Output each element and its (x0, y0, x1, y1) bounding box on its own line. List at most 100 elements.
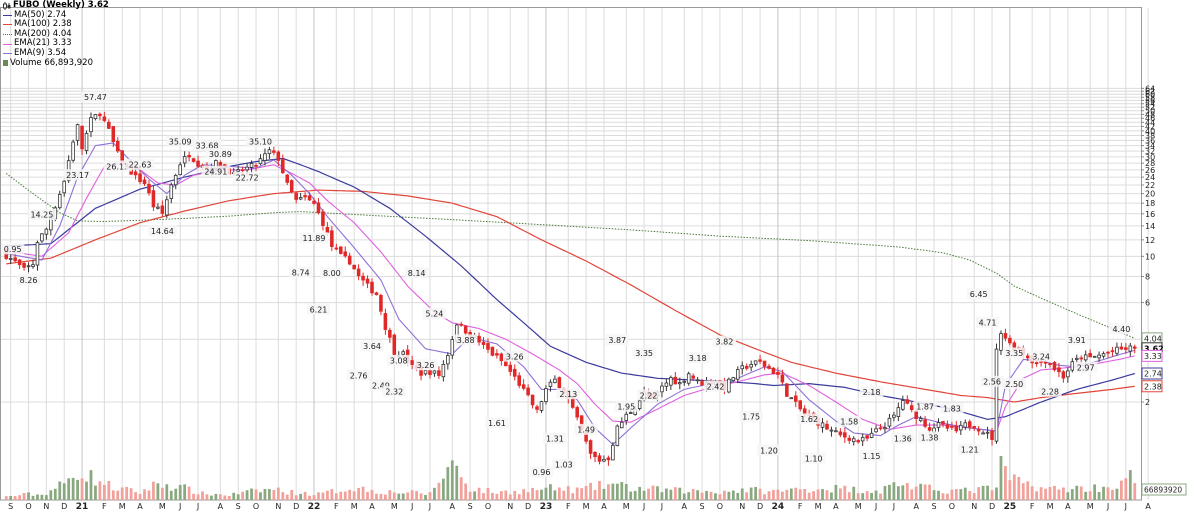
volume-bar-67 (303, 491, 307, 500)
candle-body-183 (820, 422, 825, 428)
volume-bar-59 (268, 489, 271, 500)
annotation-label-41: 1.75 (742, 413, 760, 422)
candle-body-169 (758, 359, 762, 362)
candle-222 (994, 343, 999, 444)
volume-bar-127 (571, 493, 575, 500)
candle-198 (887, 413, 892, 429)
volume-bar-249 (1115, 488, 1119, 500)
candle-252 (1128, 342, 1133, 357)
candle-body-231 (1034, 362, 1039, 364)
legend-ma100-label: MA(100) 2.38 (14, 19, 72, 30)
ema9-swatch (3, 53, 12, 55)
candle-body-103 (463, 325, 468, 334)
candle-body-29 (133, 171, 138, 176)
volume-bar-192 (861, 493, 865, 500)
annotation-label-60: 2.28 (1041, 388, 1059, 397)
candle-body-173 (776, 371, 780, 375)
candle-148 (664, 378, 669, 391)
candle-body-200 (896, 407, 901, 418)
volume-bar-101 (455, 465, 459, 500)
volume-bar-82 (370, 489, 374, 500)
annotation-box-27 (503, 350, 527, 362)
volume-bar-231 (1035, 491, 1039, 500)
candle-58 (263, 148, 267, 166)
candle-25 (115, 137, 120, 153)
candle-body-246 (1101, 353, 1106, 357)
volume-bar-7 (36, 494, 39, 500)
volume-bar-166 (745, 492, 749, 500)
volume-bar-174 (780, 491, 784, 500)
volume-bar-252 (1128, 470, 1132, 500)
volume-bar-130 (584, 485, 588, 500)
annotation-box-38 (636, 389, 661, 401)
volume-bar-239 (1070, 489, 1074, 500)
volume-bar-112 (504, 490, 508, 500)
annotation-label-9: 24.91 (204, 167, 227, 176)
volume-bar-191 (856, 493, 860, 500)
volume-bar-135 (607, 484, 610, 500)
volume-bar-241 (1079, 486, 1083, 500)
y-tick-label-5: 12 (1145, 236, 1155, 245)
candle-body-139 (624, 413, 629, 421)
candle-body-69 (312, 200, 316, 204)
volume-bar-39 (178, 484, 182, 500)
price-annotations: 0.95 8.26 14.25 23.17 57.47 26.13 22.63 14.64 35… (1, 91, 1134, 478)
candle-body-176 (789, 397, 794, 400)
volume-bar-199 (892, 482, 896, 500)
annotation-box-17 (306, 303, 331, 315)
candle-body-102 (459, 323, 463, 326)
volume-bar-110 (495, 493, 499, 500)
volume-bar-197 (883, 486, 887, 500)
annotation-box-24 (422, 307, 447, 319)
annotation-label-4: 57.47 (84, 93, 107, 102)
volume-bar-204 (914, 486, 918, 500)
candle-body-237 (1061, 371, 1066, 379)
candle-243 (1088, 349, 1092, 358)
candle-68 (307, 192, 312, 201)
volume-bar-209 (937, 490, 940, 500)
candle-body-117 (526, 387, 530, 396)
annotation-box-42 (797, 413, 821, 425)
candle-31 (142, 176, 147, 186)
y-tick-label-9: 20 (1145, 190, 1155, 199)
candle-108 (486, 338, 490, 354)
volume-bar-171 (767, 491, 771, 500)
volume-bar-100 (450, 460, 454, 500)
candle-body-106 (477, 335, 481, 343)
candle-245 (1097, 351, 1101, 362)
candle-body-68 (307, 195, 312, 201)
candle-body-166 (744, 365, 749, 369)
annotation-box-19 (346, 369, 371, 381)
volume-bar-206 (923, 484, 927, 500)
candle-32 (147, 180, 151, 196)
candle-121 (544, 385, 548, 405)
candle-80 (361, 272, 365, 286)
annotation-label-8: 35.09 (169, 137, 192, 146)
volume-bar-123 (553, 490, 557, 500)
volume-bar-105 (473, 491, 476, 500)
y-tick-label-6: 14 (1145, 222, 1155, 231)
candle-201 (901, 395, 905, 411)
annotation-box-1 (16, 273, 41, 285)
legend-row-ema9: EMA(9) 3.54 (3, 48, 111, 59)
candle-body-73 (330, 230, 334, 247)
candle-81 (365, 275, 370, 289)
volume-bar-162 (727, 491, 731, 500)
legend-ma200-label: MA(200) 4.04 (14, 28, 72, 39)
volume-bar-66 (299, 493, 303, 500)
candle-body-71 (321, 211, 325, 226)
volume-bar-251 (1124, 478, 1128, 500)
candle-body-162 (727, 378, 731, 393)
candle-212 (950, 421, 954, 431)
annotation-label-39: 3.82 (715, 337, 733, 346)
candle-82 (370, 278, 374, 296)
volume-bar-118 (531, 487, 534, 500)
annotation-box-59 (1065, 333, 1089, 345)
volume-bar-4 (22, 492, 26, 500)
annotation-label-32: 0.96 (533, 468, 551, 477)
candle-body-86 (388, 329, 392, 338)
volume-bar-183 (821, 489, 824, 500)
candle-196 (878, 423, 883, 431)
candle-body-95 (428, 369, 432, 376)
candle-body-165 (740, 365, 745, 370)
